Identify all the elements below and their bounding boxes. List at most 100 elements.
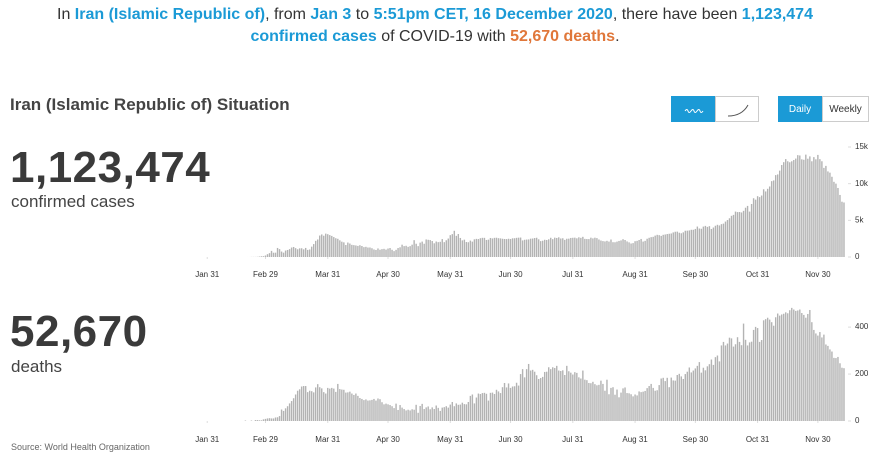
bar: [327, 234, 329, 257]
bar: [584, 238, 586, 257]
bar: [272, 252, 275, 257]
y-tick-label: 10k: [855, 179, 869, 188]
bar: [449, 404, 451, 421]
bar: [706, 226, 709, 257]
bar: [578, 377, 580, 421]
bar: [260, 256, 263, 257]
bar: [560, 238, 562, 257]
bar: [306, 249, 309, 257]
bar: [298, 248, 301, 257]
x-tick-label: Nov 30: [805, 270, 831, 279]
bar: [411, 409, 413, 421]
bar: [423, 409, 425, 421]
bar: [539, 378, 542, 421]
bar: [304, 386, 307, 421]
bar: [331, 387, 333, 421]
bar: [787, 161, 789, 257]
x-tick-label: Oct 31: [746, 435, 770, 444]
bar: [479, 238, 482, 257]
bar: [606, 240, 608, 257]
bar: [602, 383, 604, 421]
bar-view-button[interactable]: [671, 96, 715, 122]
bar: [541, 376, 544, 421]
bar: [284, 250, 287, 257]
headline-part: 5:51pm CET, 16 December 2020: [373, 6, 613, 23]
bar: [610, 239, 612, 257]
bar: [439, 241, 441, 257]
cumulative-view-button[interactable]: [715, 96, 759, 122]
bar: [435, 241, 437, 257]
bar: [266, 254, 269, 257]
daily-button[interactable]: Daily: [778, 96, 822, 122]
bar: [361, 398, 363, 421]
bar: [708, 364, 711, 421]
bar: [660, 235, 662, 257]
bar: [405, 410, 407, 421]
bar: [562, 370, 564, 421]
weekly-button[interactable]: Weekly: [822, 96, 869, 122]
bar: [640, 392, 642, 421]
bar: [359, 245, 361, 257]
bar: [393, 251, 395, 257]
bar: [441, 239, 443, 257]
bar: [628, 242, 630, 257]
bar: [477, 239, 480, 257]
bar: [670, 233, 672, 257]
bar: [268, 253, 271, 257]
chart-type-toggle: [671, 96, 759, 122]
x-tick-label: Apr 30: [376, 435, 400, 444]
bar: [736, 212, 739, 257]
bar: [642, 241, 644, 257]
bar: [497, 238, 500, 257]
bar: [594, 237, 596, 257]
bar: [692, 370, 695, 421]
bar: [499, 238, 502, 257]
bar: [443, 242, 445, 257]
bar: [714, 225, 717, 257]
bar: [337, 383, 339, 421]
bar: [467, 401, 470, 421]
bar: [487, 239, 490, 257]
headline-part: .: [615, 28, 620, 45]
bar: [720, 345, 723, 421]
bar: [465, 404, 468, 421]
x-tick-label: Sep 30: [683, 270, 709, 279]
bar: [793, 160, 795, 257]
bar: [799, 155, 801, 257]
bar: [391, 406, 393, 421]
bar: [425, 239, 427, 257]
bar: [431, 241, 433, 257]
bar: [345, 245, 347, 257]
bar: [799, 309, 801, 421]
bar: [636, 395, 638, 421]
bar: [523, 377, 526, 421]
bar: [533, 371, 536, 421]
bar: [694, 228, 697, 257]
bar: [560, 371, 562, 421]
bar: [543, 371, 546, 421]
bar: [744, 207, 747, 257]
bar: [598, 384, 600, 421]
bar: [596, 385, 598, 421]
bar: [439, 410, 441, 421]
bar: [690, 372, 693, 421]
bar: [750, 341, 753, 421]
bar: [276, 417, 279, 421]
bar: [831, 351, 833, 421]
bar: [487, 400, 490, 421]
bar: [353, 245, 355, 257]
bar: [580, 237, 582, 257]
bar-icon: [684, 109, 704, 113]
bar: [415, 243, 417, 257]
bar: [491, 392, 494, 421]
bar: [503, 382, 506, 421]
bar: [533, 238, 536, 257]
bar: [811, 161, 813, 257]
bar: [702, 367, 705, 421]
bar: [652, 387, 654, 421]
bar: [537, 239, 540, 257]
bar: [531, 369, 534, 421]
bar: [294, 394, 297, 421]
x-tick-label: Mar 31: [315, 435, 340, 444]
